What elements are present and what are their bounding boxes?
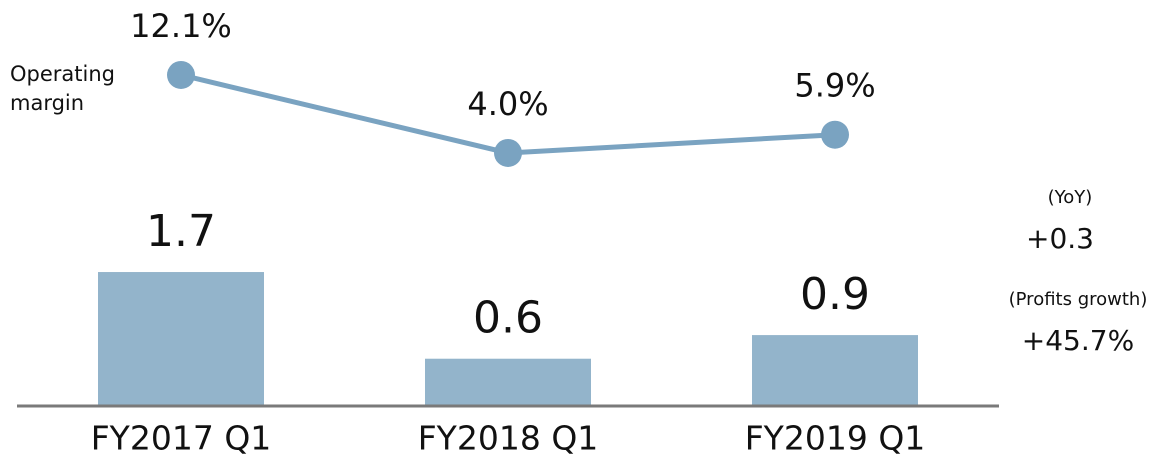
annotation: +45.7% <box>1022 324 1134 357</box>
data-label: 0.9 <box>800 269 870 320</box>
data-label: 12.1% <box>130 7 232 45</box>
legend: Operating margin <box>10 62 115 115</box>
annotation: (YoY) <box>1048 187 1093 208</box>
bar <box>425 358 591 406</box>
marker <box>494 138 522 167</box>
annotation: (Profits growth) <box>1009 289 1148 310</box>
bar <box>98 272 264 406</box>
x-tick-label: FY2017 Q1 <box>91 419 272 458</box>
data-label: 4.0% <box>467 85 548 123</box>
marker <box>821 120 849 149</box>
bar <box>752 335 918 406</box>
marker <box>167 60 195 89</box>
x-tick-label: FY2018 Q1 <box>418 419 599 458</box>
x-tick-label: FY2019 Q1 <box>745 419 926 458</box>
data-label: 0.6 <box>473 293 543 344</box>
data-label: 5.9% <box>794 67 875 105</box>
annotation: +0.3 <box>1026 222 1094 255</box>
data-label: 1.7 <box>146 206 216 257</box>
legend-label: Operating margin <box>10 62 115 115</box>
